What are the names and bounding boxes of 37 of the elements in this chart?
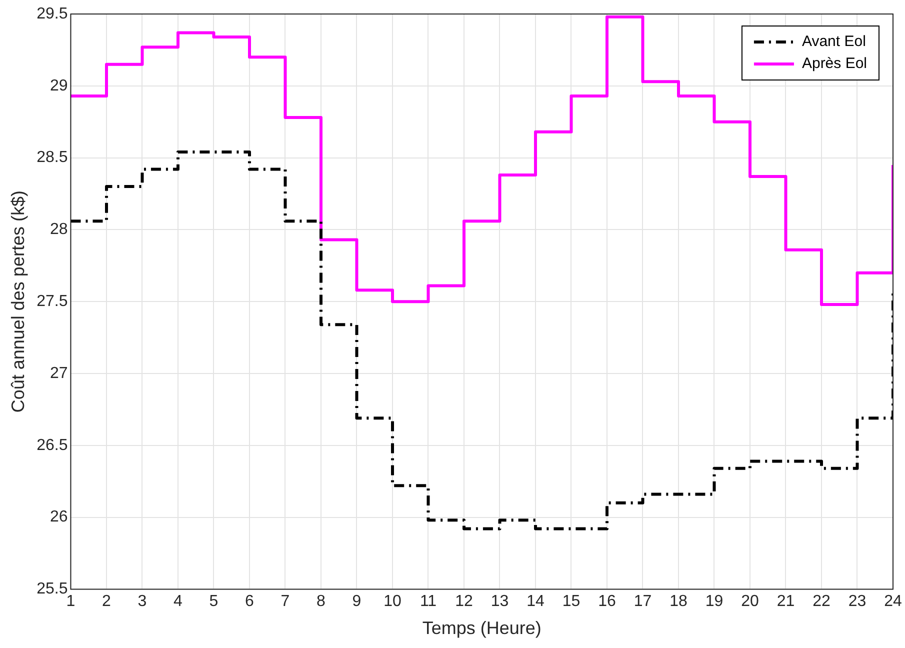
x-tick-label: 23	[848, 593, 866, 610]
x-tick-label: 10	[384, 593, 402, 610]
y-tick-label: 26.5	[36, 436, 68, 454]
x-tick-label: 11	[420, 593, 437, 610]
x-tick-label: 2	[102, 593, 112, 610]
x-tick-label: 19	[705, 593, 724, 610]
x-tick-label: 9	[352, 593, 362, 610]
x-tick-label: 15	[562, 593, 580, 610]
x-tick-label: 18	[670, 593, 688, 610]
x-tick-label: 12	[455, 593, 473, 610]
x-tick-label: 3	[138, 593, 147, 610]
y-tick-label: 27	[50, 364, 68, 382]
y-tick-label: 28.5	[36, 149, 68, 166]
x-tick-label: 17	[634, 593, 652, 610]
x-tick-label: 21	[776, 593, 795, 610]
x-tick-label: 6	[245, 593, 254, 610]
x-tick-label: 16	[598, 593, 616, 610]
y-tick-label: 29.5	[36, 5, 68, 22]
x-axis-title: Temps (Heure)	[422, 618, 542, 638]
y-tick-label: 28	[50, 221, 68, 238]
x-tick-label: 20	[741, 593, 759, 610]
y-axis-title: Coût annuel des pertes (k$)	[8, 190, 28, 413]
x-tick-label: 4	[174, 593, 183, 610]
y-tick-label: 25.5	[36, 580, 68, 598]
x-tick-label: 14	[526, 593, 544, 610]
legend-label: Avant Eol	[802, 33, 866, 50]
y-tick-label: 27.5	[36, 293, 68, 310]
legend-label: Après Eol	[802, 55, 868, 72]
y-tick-label: 29	[50, 77, 68, 94]
x-tick-label: 8	[316, 593, 326, 610]
x-tick-label: 13	[490, 593, 509, 610]
x-tick-label: 1	[66, 593, 76, 610]
x-tick-label: 7	[280, 593, 290, 610]
y-tick-label: 26	[50, 508, 68, 526]
x-tick-label: 22	[812, 593, 830, 610]
x-tick-label: 24	[884, 593, 902, 610]
x-tick-label: 5	[209, 593, 218, 610]
